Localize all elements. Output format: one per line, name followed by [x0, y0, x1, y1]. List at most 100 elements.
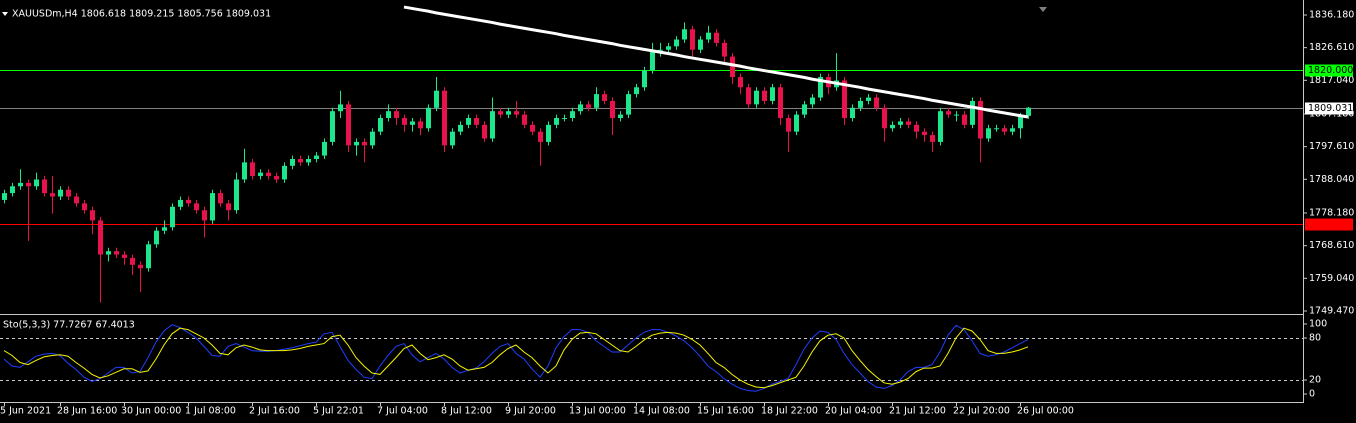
- price-level-box: [1305, 64, 1353, 77]
- price-level-label: 1809.031: [1308, 103, 1353, 114]
- y-tick-label: 20: [1309, 375, 1321, 386]
- candle-body: [74, 196, 79, 204]
- price-level-box: [1305, 102, 1353, 115]
- candle-body: [874, 97, 879, 108]
- main-panel: 1836.1801826.6101817.0401807.1801797.610…: [0, 5, 1354, 316]
- menu-arrow[interactable]: [2, 12, 8, 16]
- candle-body: [794, 114, 799, 132]
- x-tick-label: 28 Jun 16:00: [57, 406, 117, 417]
- candle-body: [562, 118, 567, 120]
- y-tick-label: 1749.470: [1309, 305, 1354, 316]
- candle-body: [658, 49, 663, 51]
- indicator-panel: 100 80 20 0: [0, 318, 1327, 400]
- candle-body: [202, 210, 207, 221]
- candle-body: [706, 32, 711, 40]
- candle-body: [690, 29, 695, 50]
- candle-body: [458, 124, 463, 132]
- candle-body: [50, 193, 55, 197]
- candle-body: [274, 176, 279, 180]
- candle-body: [714, 32, 719, 43]
- candle-body: [450, 131, 455, 146]
- candle-body: [346, 104, 351, 146]
- candle-body: [258, 172, 263, 177]
- candle-body: [58, 189, 63, 197]
- candle-body: [410, 121, 415, 125]
- candle-body: [250, 162, 255, 177]
- candle-body: [882, 107, 887, 129]
- y-tick-label: 1759.040: [1309, 273, 1354, 284]
- candle-body: [522, 114, 527, 125]
- x-tick-label: 9 Jul 20:00: [505, 406, 556, 417]
- candle-body: [490, 111, 495, 139]
- candle-body: [90, 210, 95, 221]
- candle-body: [930, 135, 935, 142]
- x-tick-label: 30 Jun 00:00: [121, 406, 181, 417]
- candle-body: [34, 179, 39, 187]
- candle-body: [570, 111, 575, 119]
- x-tick-label: 8 Jul 12:00: [441, 406, 492, 417]
- candle-body: [754, 90, 759, 105]
- candle-body: [218, 193, 223, 204]
- candle-body: [1010, 128, 1015, 132]
- candle-body: [122, 254, 127, 258]
- y-tick-label: 1826.610: [1309, 42, 1354, 53]
- y-tick-label: 1778.180: [1309, 207, 1354, 218]
- candle-body: [682, 29, 687, 40]
- candle-body: [578, 104, 583, 112]
- y-tick-label: 80: [1309, 332, 1321, 343]
- candle-body: [314, 155, 319, 159]
- candle-body: [98, 220, 103, 255]
- y-tick-label: 1836.180: [1309, 9, 1354, 20]
- candle-body: [602, 94, 607, 101]
- candle-body: [730, 56, 735, 78]
- candle-body: [42, 179, 47, 194]
- candle-body: [1026, 107, 1031, 116]
- candle-body: [434, 90, 439, 108]
- price-level-label: 1775.000: [1308, 219, 1353, 230]
- candle-body: [194, 203, 199, 211]
- candle-body: [626, 94, 631, 115]
- candle-body: [674, 39, 679, 47]
- candle-body: [66, 189, 71, 197]
- candle-body: [210, 193, 215, 221]
- indicator-title: Sto(5,3,3) 77.7267 67.4013: [3, 320, 135, 331]
- candle-body: [298, 158, 303, 163]
- candle-body: [610, 100, 615, 119]
- candle-body: [290, 158, 295, 166]
- candle-body: [786, 118, 791, 132]
- candle-body: [418, 121, 423, 129]
- x-tick-label: 15 Jul 16:00: [697, 406, 754, 417]
- candle-body: [906, 121, 911, 125]
- candle-body: [586, 104, 591, 108]
- candle-body: [514, 111, 519, 115]
- candle-body: [114, 251, 119, 255]
- y-tick-label: 0: [1309, 389, 1315, 400]
- candle-body: [770, 87, 775, 101]
- candle-body: [954, 114, 959, 116]
- candle-body: [354, 141, 359, 146]
- price-level-label: 1820.000: [1308, 65, 1353, 76]
- candle-body: [506, 111, 511, 115]
- candle-body: [306, 158, 311, 163]
- candle-body: [1018, 115, 1023, 129]
- candle-body: [394, 111, 399, 119]
- candle-body: [986, 128, 991, 139]
- chart-title: XAUUSDm,H4 1806.618 1809.215 1805.756 18…: [12, 9, 271, 20]
- candle-body: [338, 104, 343, 112]
- price-level-box: [1305, 218, 1353, 231]
- shift-marker[interactable]: [1039, 7, 1047, 12]
- candle-body: [386, 111, 391, 119]
- candle-body: [370, 131, 375, 146]
- candle-body: [538, 131, 543, 142]
- candle-body: [234, 179, 239, 211]
- candle-body: [170, 206, 175, 228]
- candle-body: [762, 90, 767, 101]
- candle-body: [978, 100, 983, 139]
- candle-body: [26, 182, 31, 187]
- candle-body: [802, 104, 807, 115]
- candle-body: [18, 182, 23, 187]
- y-tick-label: 1788.040: [1309, 174, 1354, 185]
- candle-body: [266, 172, 271, 177]
- candle-body: [554, 118, 559, 125]
